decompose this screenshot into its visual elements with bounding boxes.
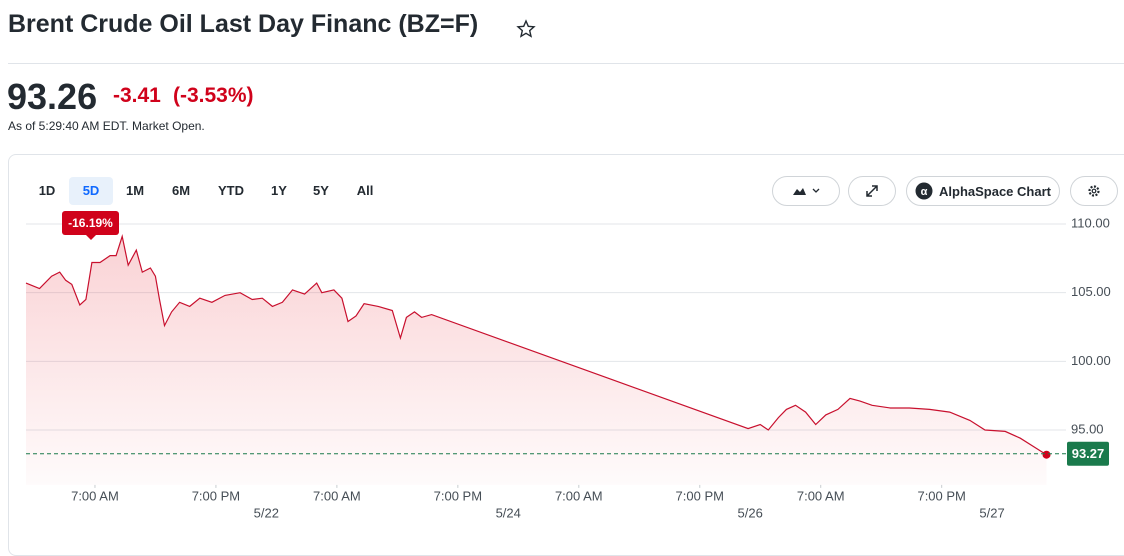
divider <box>8 63 1124 64</box>
y-tick-label: 110.00 <box>1071 215 1110 230</box>
price-chart: 95.00 100.00 105.00 110.00 7:00 AM 7:00 PM 7:0… <box>25 211 1111 520</box>
last-price-label: 93.27 <box>1072 446 1105 461</box>
alphaspace-button[interactable]: α AlphaSpace Chart <box>906 176 1060 206</box>
change-percent: (-3.53%) <box>173 84 254 107</box>
chart-type-button[interactable] <box>772 176 840 206</box>
x-tick-label: 7:00 PM <box>676 488 724 503</box>
range-tab[interactable]: 6M <box>171 183 191 198</box>
y-tick-label: 105.00 <box>1071 284 1111 299</box>
svg-text:α: α <box>921 186 928 198</box>
change-badge-label: -16.19% <box>68 216 113 230</box>
range-tab[interactable]: 1D <box>38 183 56 198</box>
change-badge <box>62 211 119 235</box>
change-badge-pointer <box>86 235 96 240</box>
x-tick-label: 7:00 AM <box>313 488 361 503</box>
alphaspace-icon: α <box>915 182 933 200</box>
range-tab[interactable]: 1Y <box>271 183 287 198</box>
alphaspace-label: AlphaSpace Chart <box>939 183 1051 199</box>
expand-icon <box>866 185 878 197</box>
x-date-label: 5/27 <box>979 505 1004 520</box>
last-point <box>1042 450 1051 459</box>
fullscreen-button[interactable] <box>848 176 896 206</box>
x-tick-label: 7:00 PM <box>917 488 965 503</box>
x-tick-label: 7:00 PM <box>434 488 482 503</box>
x-tick-label: 7:00 AM <box>555 488 603 503</box>
x-tick-label: 7:00 AM <box>797 488 845 503</box>
range-tab[interactable]: 5D <box>69 177 113 205</box>
chart-type-icon <box>793 188 820 195</box>
x-tick-label: 7:00 AM <box>71 488 119 503</box>
as-of: As of 5:29:40 AM EDT. Market Open. <box>8 119 205 133</box>
page: Brent Crude Oil Last Day Financ (BZ=F) 9… <box>7 10 1124 556</box>
range-tab[interactable]: YTD <box>218 183 244 198</box>
x-tick-label: 7:00 PM <box>192 488 240 503</box>
x-date-label: 5/22 <box>254 505 279 520</box>
settings-button[interactable] <box>1070 176 1118 206</box>
title: Brent Crude Oil Last Day Financ (BZ=F) <box>8 10 479 38</box>
watchlist-star[interactable] <box>516 19 536 39</box>
x-date-label: 5/24 <box>496 505 521 520</box>
y-tick-label: 95.00 <box>1071 421 1104 436</box>
gear-icon <box>1088 185 1100 197</box>
price: 93.26 <box>7 76 98 117</box>
last-price-box <box>1067 441 1109 466</box>
price-line <box>25 234 1047 456</box>
change: -3.41 <box>113 84 161 107</box>
range-tab[interactable]: All <box>356 183 374 198</box>
y-tick-label: 100.00 <box>1071 353 1111 368</box>
range-tab[interactable]: 1M <box>125 183 145 198</box>
range-tab[interactable]: 5Y <box>313 183 329 198</box>
x-date-label: 5/26 <box>738 505 763 520</box>
price-area <box>26 236 1047 485</box>
